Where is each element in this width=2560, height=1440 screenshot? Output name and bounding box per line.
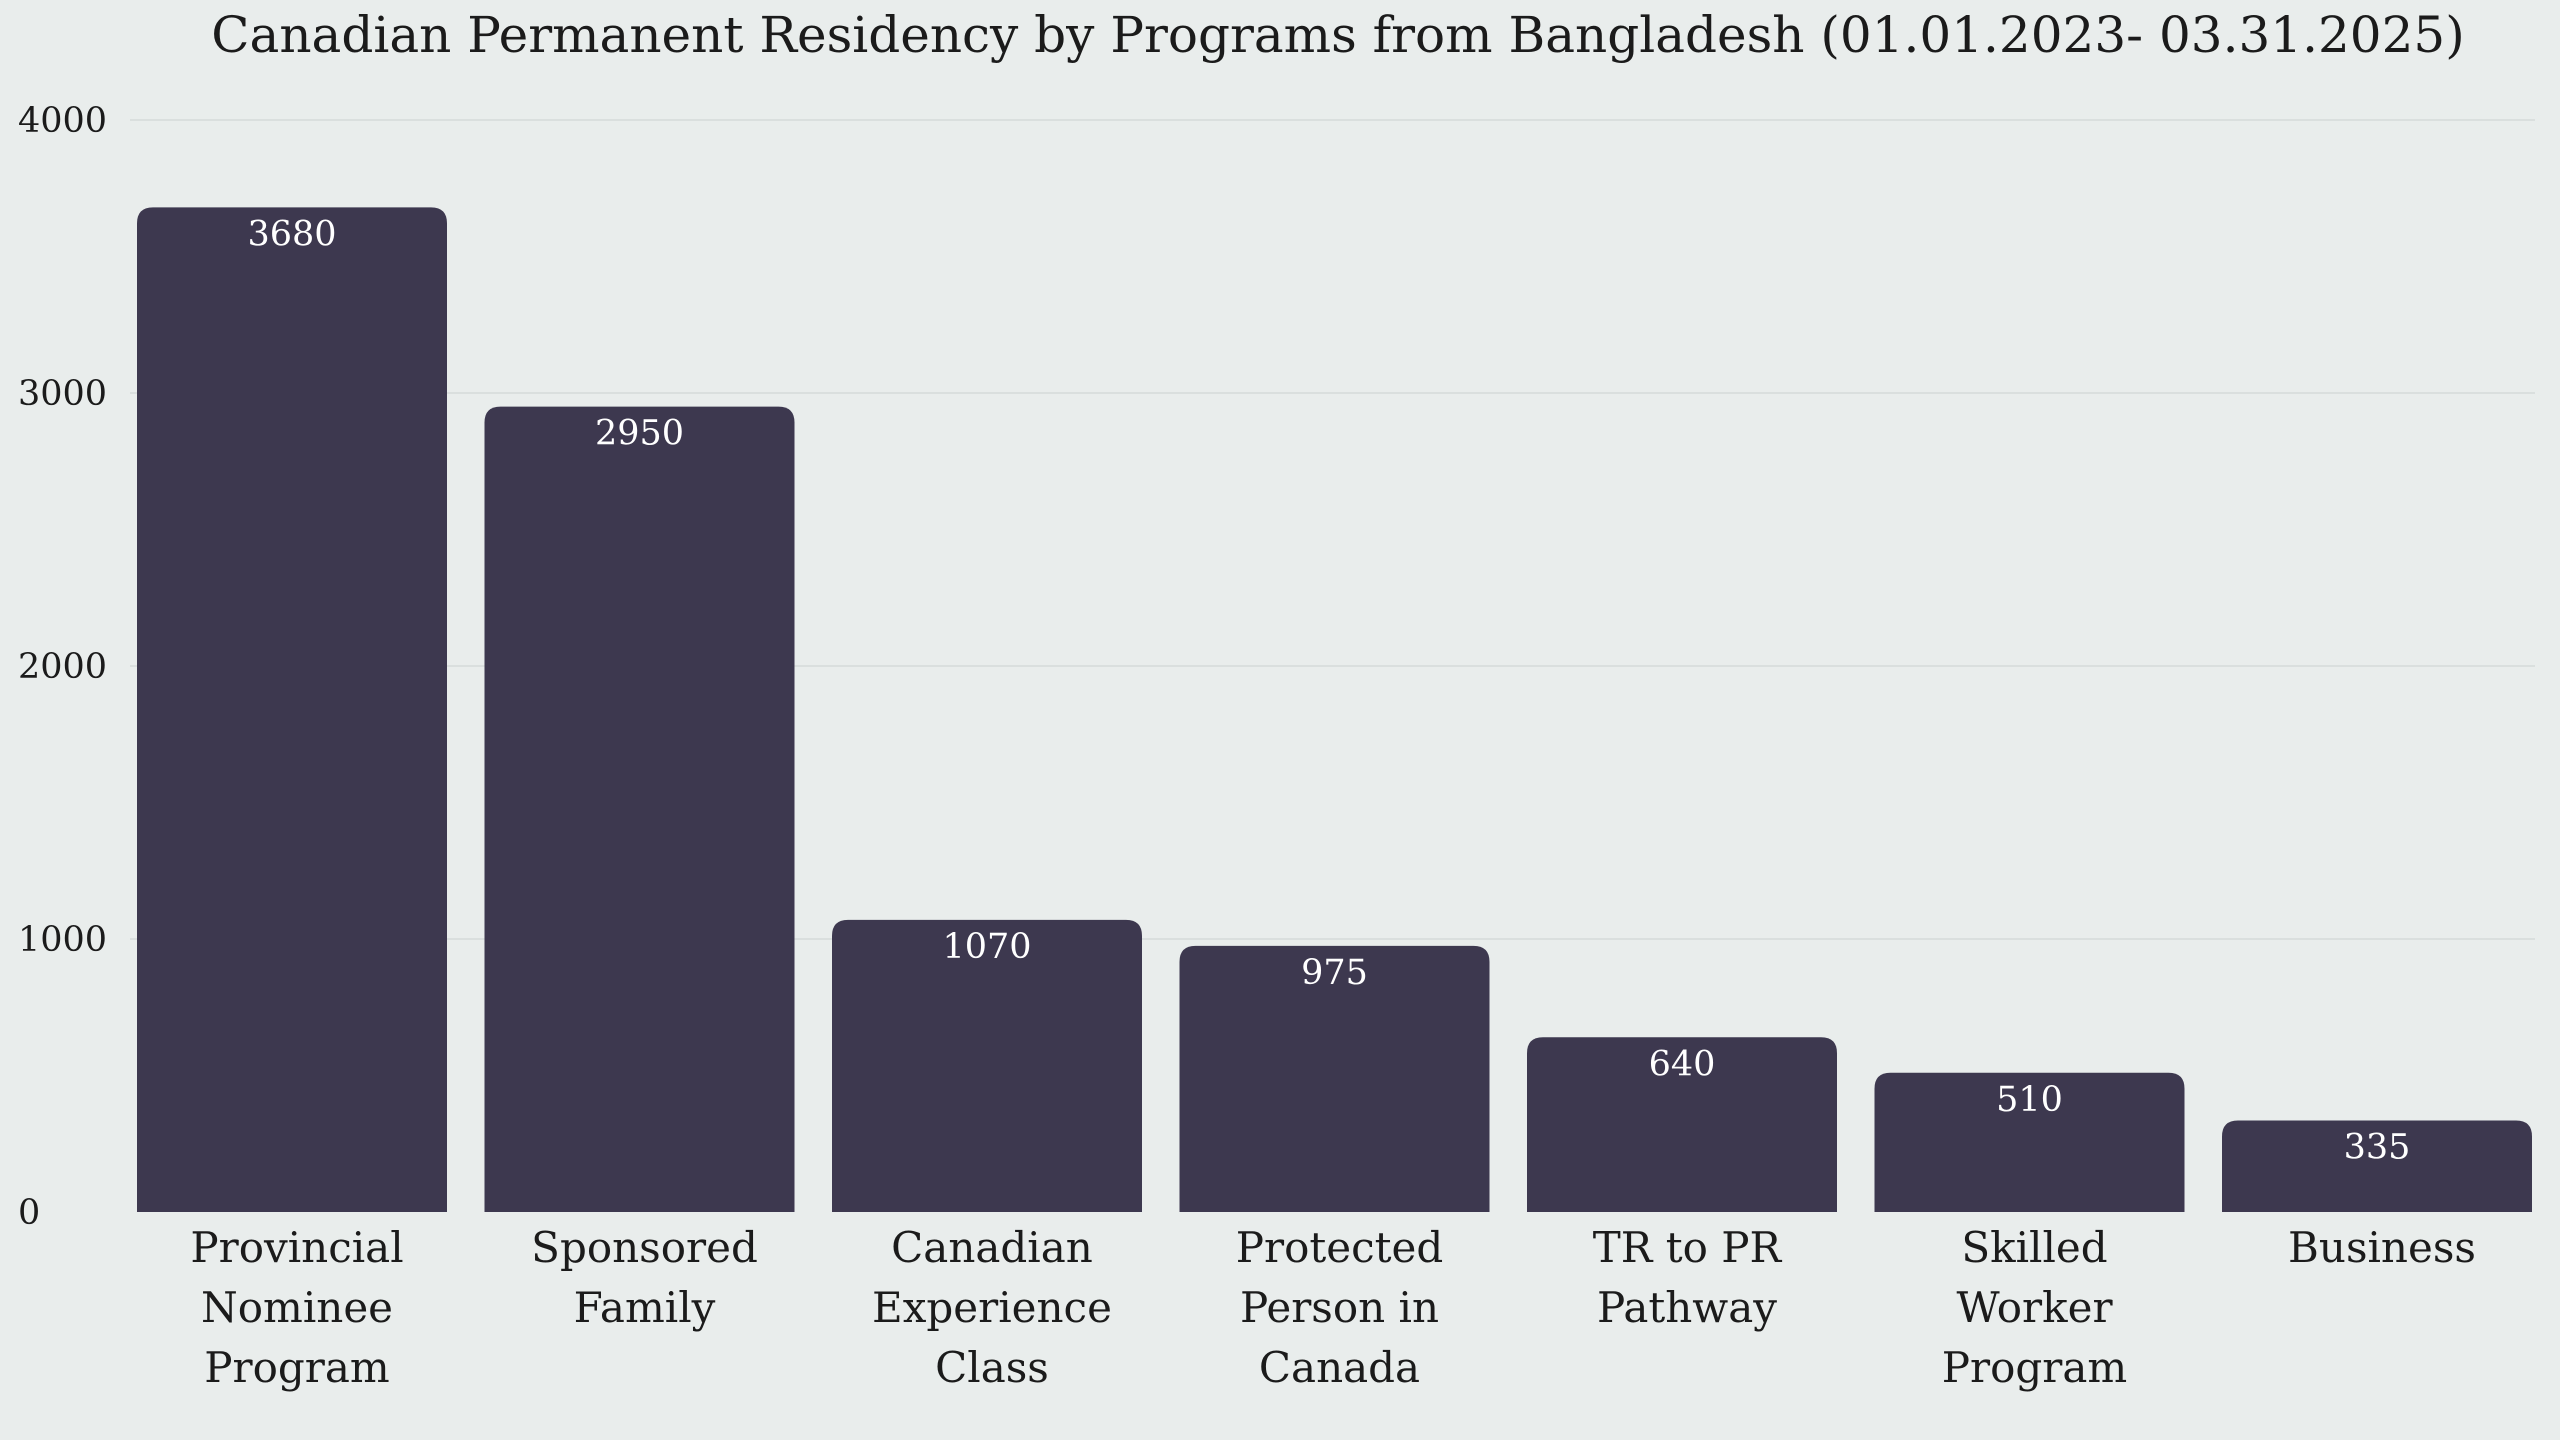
- category-label: Business: [2288, 1223, 2476, 1272]
- value-labels: 3680 2950 1070 975 640 510 335: [247, 214, 2410, 1167]
- bar: [1527, 1037, 1837, 1212]
- y-tick-label: 3000: [18, 374, 107, 414]
- category-label: Program: [1942, 1343, 2127, 1392]
- value-label: 1070: [942, 927, 1031, 967]
- category-label: TR to PR: [1593, 1223, 1783, 1272]
- value-label: 975: [1301, 953, 1368, 993]
- y-tick-label: 1000: [18, 920, 107, 960]
- chart-title: Canadian Permanent Residency by Programs…: [211, 6, 2464, 64]
- category-label: Family: [574, 1283, 716, 1332]
- bar: [2222, 1120, 2532, 1212]
- category-label: Protected: [1236, 1223, 1444, 1272]
- category-label: Canadian: [891, 1223, 1093, 1272]
- bar: [484, 406, 795, 1212]
- category-label: Person in: [1240, 1283, 1439, 1332]
- value-label: 3680: [247, 214, 336, 254]
- bar: [137, 207, 447, 1213]
- value-label: 2950: [595, 414, 684, 454]
- category-label: Canada: [1259, 1343, 1420, 1392]
- bar: [832, 919, 1142, 1212]
- category-label: Nominee: [201, 1283, 393, 1332]
- value-label: 335: [2344, 1128, 2411, 1168]
- y-tick-label: 0: [18, 1193, 40, 1233]
- category-label: Sponsored: [531, 1223, 758, 1272]
- y-tick-label: 2000: [18, 647, 107, 687]
- category-label: Provincial: [190, 1223, 403, 1272]
- category-labels: Provincial Nominee Program Sponsored Family C…: [190, 1223, 2476, 1392]
- y-axis-tick-labels: 0 1000 2000 3000 4000: [18, 101, 107, 1233]
- bar: [1874, 1072, 2185, 1212]
- y-tick-label: 4000: [18, 101, 107, 141]
- bars: [137, 207, 2532, 1213]
- category-label: Pathway: [1597, 1283, 1777, 1332]
- category-label: Program: [204, 1343, 389, 1392]
- category-label: Experience: [872, 1283, 1112, 1332]
- category-label: Worker: [1956, 1283, 2113, 1332]
- value-label: 640: [1649, 1044, 1716, 1084]
- bar: [1179, 945, 1490, 1212]
- value-label: 510: [1996, 1080, 2063, 1120]
- category-label: Skilled: [1961, 1223, 2107, 1272]
- category-label: Class: [935, 1343, 1049, 1392]
